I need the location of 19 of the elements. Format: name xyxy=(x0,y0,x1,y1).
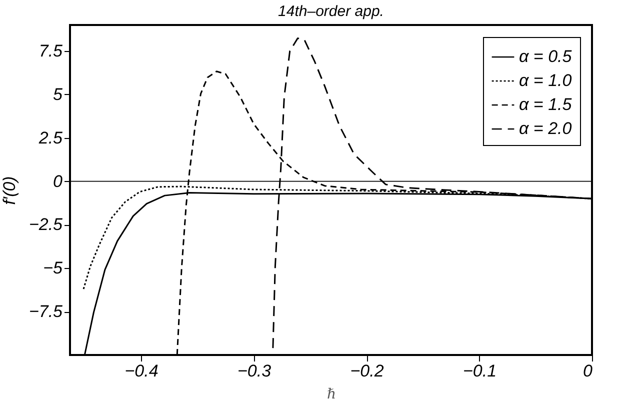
y-tick-label: −2.5 xyxy=(28,215,64,234)
legend-label: α = 2.0 xyxy=(519,119,572,138)
legend-label: α = 0.5 xyxy=(519,47,572,66)
y-tick-label: 0 xyxy=(53,172,64,191)
y-tick-label: −5 xyxy=(43,258,64,278)
y-axis-title: f′(0) xyxy=(0,176,19,205)
x-tick-label: 0 xyxy=(583,362,594,380)
x-tick-label: −0.1 xyxy=(462,362,497,380)
y-tick-label: −7.5 xyxy=(28,302,64,322)
y-tick-label: 5 xyxy=(53,84,64,104)
chart-title: 14th–order app. xyxy=(278,3,384,20)
x-tick-label: −0.2 xyxy=(350,362,384,380)
y-tick-label: 2.5 xyxy=(38,128,64,148)
legend-label: α = 1.5 xyxy=(519,95,572,114)
x-axis-title: ℏ xyxy=(326,386,336,402)
y-tick-label: 7.5 xyxy=(38,42,64,61)
legend-label: α = 1.0 xyxy=(519,71,572,90)
x-tick-label: −0.4 xyxy=(124,362,158,380)
x-tick-label: −0.3 xyxy=(237,362,272,380)
